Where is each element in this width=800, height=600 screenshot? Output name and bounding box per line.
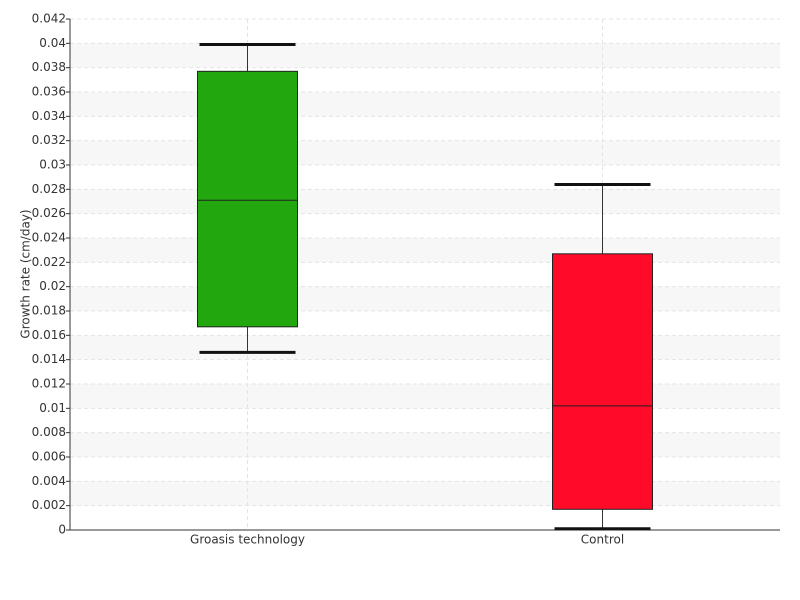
y-axis-label: Growth rate (cm/day): [19, 209, 33, 338]
y-tick-label: 0.03: [39, 158, 66, 172]
y-tick-label: 0.014: [32, 352, 66, 366]
y-tick-label: 0.008: [32, 425, 66, 439]
grid-band: [70, 140, 780, 165]
grid-band: [70, 43, 780, 68]
grid-band: [70, 384, 780, 409]
x-tick-label: Control: [581, 533, 624, 547]
y-tick-label: 0.024: [32, 231, 66, 245]
y-tick-label: 0: [58, 523, 66, 537]
y-tick-label: 0.018: [32, 304, 66, 318]
grid-band: [70, 238, 780, 263]
grid-band: [70, 481, 780, 506]
y-tick-label: 0.042: [32, 12, 66, 26]
y-tick-label: 0.034: [32, 109, 66, 123]
y-tick-label: 0.032: [32, 133, 66, 147]
grid-band: [70, 189, 780, 214]
y-tick-label: 0.016: [32, 328, 66, 342]
y-tick-label: 0.028: [32, 182, 66, 196]
y-tick-label: 0.04: [39, 36, 66, 50]
y-tick-label: 0.022: [32, 255, 66, 269]
y-tick-label: 0.026: [32, 206, 66, 220]
y-tick-label: 0.036: [32, 85, 66, 99]
y-tick-label: 0.01: [39, 401, 66, 415]
y-tick-label: 0.002: [32, 498, 66, 512]
y-tick-label: 0.038: [32, 60, 66, 74]
grid-band: [70, 92, 780, 117]
box: [197, 70, 298, 328]
grid-band: [70, 286, 780, 311]
grid-band: [70, 335, 780, 360]
y-tick-label: 0.012: [32, 377, 66, 391]
box: [552, 253, 653, 510]
y-tick-label: 0.004: [32, 474, 66, 488]
x-tick-label: Groasis technology: [190, 533, 305, 547]
grid-band: [70, 432, 780, 457]
y-tick-label: 0.02: [39, 279, 66, 293]
y-tick-label: 0.006: [32, 450, 66, 464]
